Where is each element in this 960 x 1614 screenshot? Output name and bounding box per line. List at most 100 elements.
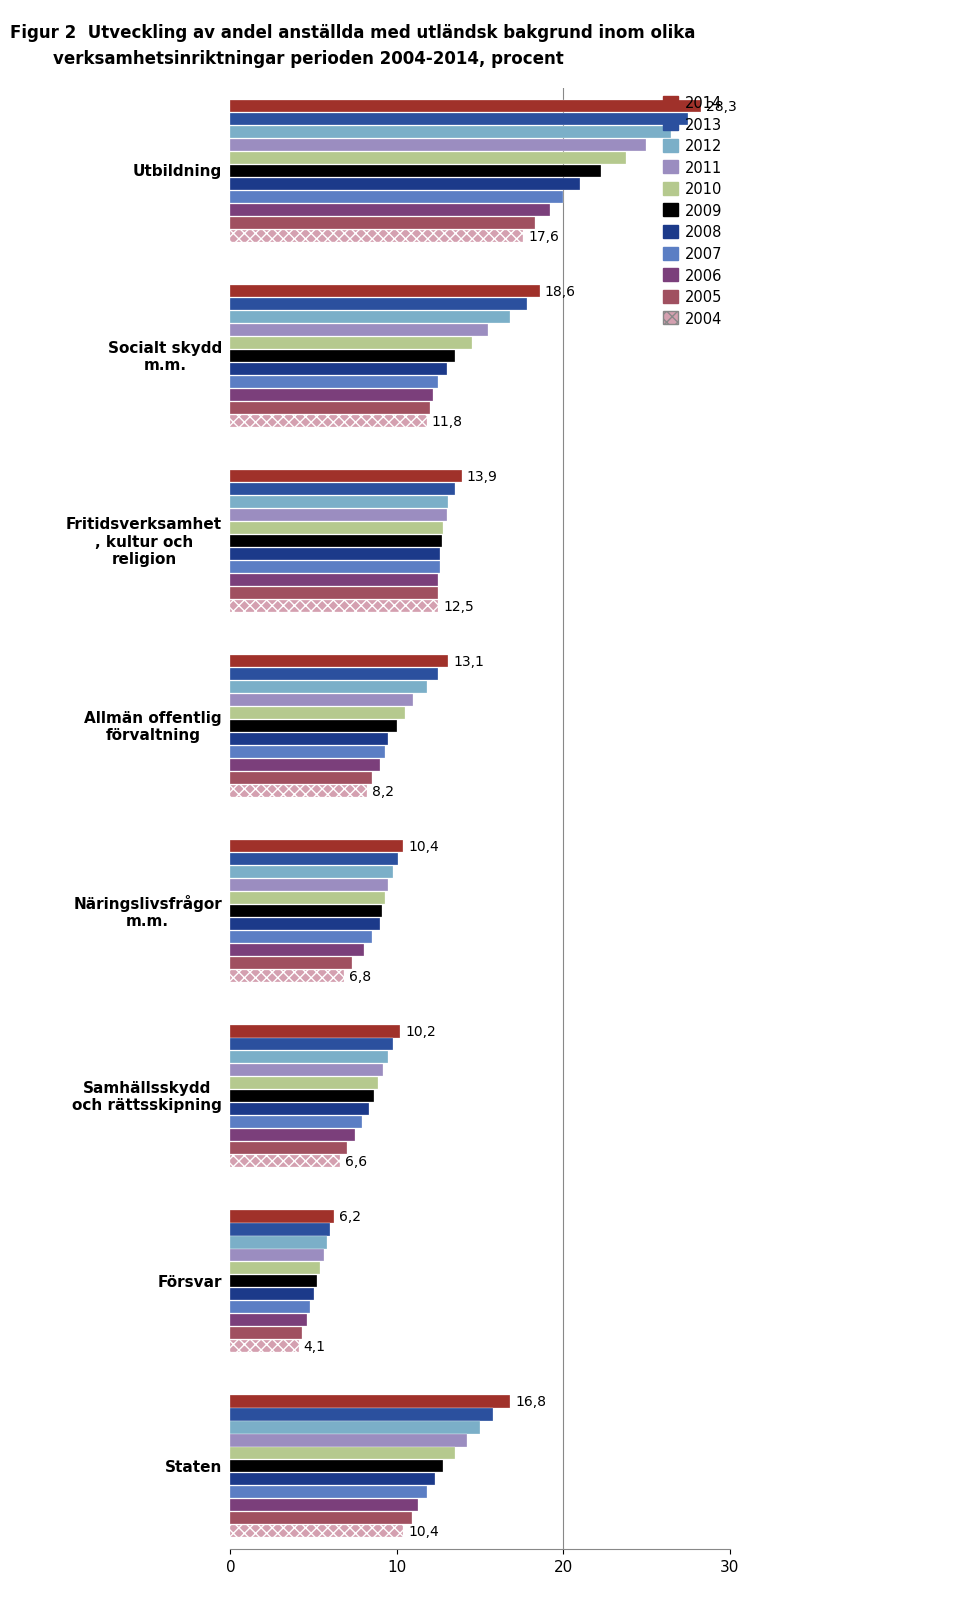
Bar xyxy=(230,1448,455,1459)
Bar xyxy=(230,1474,435,1485)
Text: 6,6: 6,6 xyxy=(346,1154,368,1169)
Bar xyxy=(230,746,385,759)
Bar xyxy=(230,218,535,229)
Bar xyxy=(230,1104,369,1115)
Bar xyxy=(230,523,444,534)
Bar xyxy=(230,1262,321,1275)
Bar xyxy=(230,376,439,389)
Bar xyxy=(230,957,352,970)
Bar xyxy=(230,918,380,931)
Text: 10,4: 10,4 xyxy=(408,839,439,854)
Bar xyxy=(230,1422,480,1433)
Bar xyxy=(230,720,396,733)
Bar xyxy=(230,402,430,415)
Bar xyxy=(230,668,439,681)
Bar xyxy=(230,1236,327,1249)
Bar xyxy=(230,1249,324,1262)
Bar xyxy=(230,100,702,113)
Bar xyxy=(230,1396,510,1407)
Bar xyxy=(230,166,602,178)
Bar xyxy=(230,299,527,312)
Text: Allmän offentlig
förvaltning: Allmän offentlig förvaltning xyxy=(84,710,222,742)
Bar xyxy=(230,1525,403,1538)
Bar xyxy=(230,1409,493,1420)
Bar xyxy=(230,324,489,337)
Bar xyxy=(230,192,564,203)
Text: 12,5: 12,5 xyxy=(444,599,474,613)
Bar xyxy=(230,312,510,324)
Text: Socialt skydd
m.m.: Socialt skydd m.m. xyxy=(108,341,222,373)
Bar xyxy=(230,231,523,242)
Bar xyxy=(230,1143,347,1154)
Text: 6,2: 6,2 xyxy=(339,1209,361,1223)
Bar xyxy=(230,1117,362,1128)
Bar xyxy=(230,893,385,905)
Bar xyxy=(230,841,403,852)
Bar xyxy=(230,733,389,746)
Bar xyxy=(230,1091,373,1102)
Bar xyxy=(230,759,380,771)
Text: Fritidsverksamhet
, kultur och
religion: Fritidsverksamhet , kultur och religion xyxy=(66,516,222,567)
Bar xyxy=(230,128,671,139)
Bar xyxy=(230,880,389,893)
Bar xyxy=(230,970,344,983)
Bar xyxy=(230,115,688,126)
Bar xyxy=(230,205,550,216)
Bar xyxy=(230,931,372,944)
Text: Utbildning: Utbildning xyxy=(132,165,222,179)
Bar xyxy=(230,484,455,495)
Text: 18,6: 18,6 xyxy=(545,286,576,299)
Text: Figur 2  Utveckling av andel anställda med utländsk bakgrund inom olika: Figur 2 Utveckling av andel anställda me… xyxy=(10,24,695,42)
Bar xyxy=(230,337,471,350)
Bar xyxy=(230,587,439,600)
Bar xyxy=(230,1038,394,1051)
Bar xyxy=(230,1223,330,1236)
Legend: 2014, 2013, 2012, 2011, 2010, 2009, 2008, 2007, 2006, 2005, 2004: 2014, 2013, 2012, 2011, 2010, 2009, 2008… xyxy=(663,97,722,326)
Bar xyxy=(230,655,448,668)
Bar xyxy=(230,681,427,694)
Bar xyxy=(230,1156,340,1167)
Text: Staten: Staten xyxy=(165,1459,222,1474)
Bar xyxy=(230,944,364,957)
Bar xyxy=(230,1078,378,1089)
Text: verksamhetsinriktningar perioden 2004-2014, procent: verksamhetsinriktningar perioden 2004-20… xyxy=(53,50,564,68)
Bar xyxy=(230,867,394,880)
Bar xyxy=(230,1210,333,1223)
Text: Försvar: Försvar xyxy=(157,1273,222,1290)
Text: 8,2: 8,2 xyxy=(372,784,394,799)
Text: 10,4: 10,4 xyxy=(408,1524,439,1538)
Bar xyxy=(230,363,446,376)
Bar xyxy=(230,1340,299,1353)
Bar xyxy=(230,1435,467,1446)
Bar xyxy=(230,536,442,547)
Bar xyxy=(230,1499,419,1511)
Text: 17,6: 17,6 xyxy=(528,229,559,244)
Bar xyxy=(230,179,580,190)
Bar xyxy=(230,140,646,152)
Bar xyxy=(230,549,440,560)
Bar xyxy=(230,1327,302,1340)
Text: Samhällsskydd
och rättsskipning: Samhällsskydd och rättsskipning xyxy=(72,1080,222,1112)
Bar xyxy=(230,905,382,918)
Bar xyxy=(230,510,446,521)
Bar xyxy=(230,1051,389,1064)
Bar xyxy=(230,786,367,797)
Bar xyxy=(230,773,372,784)
Text: 28,3: 28,3 xyxy=(707,100,737,115)
Text: 10,2: 10,2 xyxy=(405,1025,436,1039)
Bar xyxy=(230,600,439,613)
Bar xyxy=(230,1512,412,1524)
Bar xyxy=(230,286,540,299)
Bar xyxy=(230,562,440,573)
Text: 13,9: 13,9 xyxy=(467,470,497,484)
Bar xyxy=(230,1314,307,1327)
Text: 11,8: 11,8 xyxy=(432,415,463,429)
Bar xyxy=(230,1288,314,1301)
Text: 6,8: 6,8 xyxy=(348,970,371,983)
Bar xyxy=(230,1301,310,1314)
Bar xyxy=(230,1486,427,1498)
Text: Näringslivsfrågor
m.m.: Näringslivsfrågor m.m. xyxy=(73,894,222,928)
Bar xyxy=(230,1275,317,1288)
Bar xyxy=(230,575,439,587)
Text: 13,1: 13,1 xyxy=(453,655,484,668)
